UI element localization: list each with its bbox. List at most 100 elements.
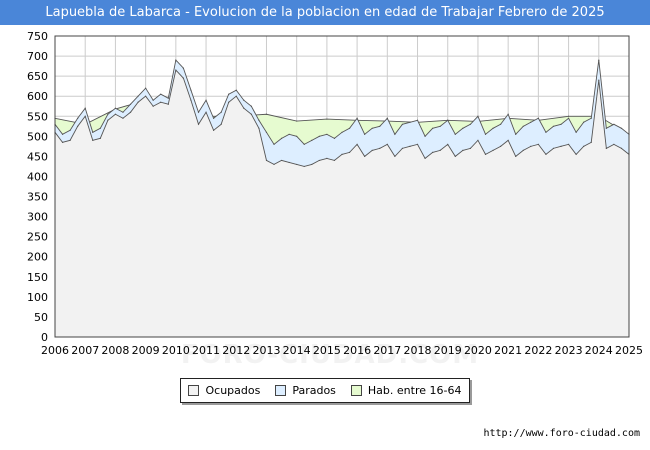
data-point-ocupados [492,149,494,151]
watermark: FORO-CIUDAD.COM [180,340,480,370]
data-point-parados [620,127,623,129]
x-tick-label: 2010 [162,344,190,357]
data-point-ocupados [462,149,464,151]
chart-title: Lapuebla de Labarca - Evolucion de la po… [0,0,650,25]
data-point-parados [432,127,434,129]
data-point-parados [137,95,139,97]
data-point-parados [129,103,132,105]
data-point-parados [356,117,358,119]
y-tick-label: 400 [27,170,48,183]
x-tick-label: 2016 [343,344,371,357]
data-point-parados [605,127,607,129]
x-tick-label: 2014 [283,344,311,357]
y-tick-label: 600 [27,90,48,103]
hab-swatch-icon [350,385,362,396]
data-point-ocupados [500,145,502,147]
data-point-parados [348,127,351,129]
data-point-parados [265,131,268,133]
data-point-parados [507,113,509,115]
data-point-ocupados [61,141,64,143]
data-point-ocupados [265,159,268,162]
x-tick-label: 2017 [373,344,401,357]
data-point-ocupados [296,163,298,166]
data-point-ocupados [175,69,177,71]
data-point-ocupados [167,103,169,105]
data-point-ocupados [213,129,215,131]
data-point-ocupados [620,147,623,149]
data-point-ocupados [522,149,524,151]
data-point-ocupados [477,139,479,141]
data-point-ocupados [145,95,147,97]
data-point-ocupados [447,143,449,145]
data-point-parados [303,143,305,145]
x-tick-label: 2020 [464,344,492,357]
data-point-parados [250,105,252,107]
x-tick-label: 2008 [101,344,129,357]
data-point-parados [401,123,404,125]
data-point-ocupados [77,125,79,127]
data-point-parados [122,111,124,113]
data-point-parados [469,123,471,125]
series-area-ocupados [55,70,629,337]
x-tick-label: 2021 [494,344,522,357]
data-point-ocupados [598,79,600,81]
data-point-parados [333,137,336,139]
data-point-parados [69,129,71,131]
data-point-ocupados [197,123,200,125]
x-tick-label: 2011 [192,344,220,357]
data-point-parados [477,115,479,117]
data-point-ocupados [575,153,577,155]
data-point-ocupados [560,145,562,147]
data-point-ocupados [114,113,117,115]
data-point-ocupados [228,101,230,103]
data-point-ocupados [137,101,139,103]
x-tick-label: 2022 [524,344,552,357]
legend-label-ocupados: Ocupados [205,384,261,397]
data-point-parados [220,111,222,113]
data-point-ocupados [439,149,441,151]
data-point-ocupados [326,157,328,160]
data-point-ocupados [424,157,426,160]
source-url: http://www.foro-ciudad.com [483,428,640,439]
data-point-parados [462,127,464,129]
data-point-ocupados [280,159,283,162]
data-point-ocupados [107,119,109,121]
data-point-parados [537,117,539,119]
data-point-ocupados [356,143,358,145]
data-point-ocupados [567,143,570,145]
data-point-hab-entre-16-64 [326,118,328,120]
data-point-parados [167,97,169,99]
data-point-parados [258,119,260,121]
data-point-parados [454,133,456,135]
data-point-parados [500,123,502,125]
y-tick-label: 0 [41,331,48,344]
data-point-parados [182,67,184,69]
data-point-ocupados [273,163,275,166]
plot-border [54,35,630,338]
data-point-parados [296,135,298,137]
data-point-parados [371,127,373,129]
data-point-parados [439,125,441,127]
legend-label-hab: Hab. entre 16-64 [367,384,462,397]
data-point-parados [583,121,585,123]
x-tick-label: 2015 [313,344,341,357]
x-tick-label: 2012 [222,344,250,357]
data-point-parados [409,121,411,123]
y-tick-label: 500 [27,130,48,143]
data-point-ocupados [590,141,592,143]
data-point-parados [522,125,524,127]
data-point-ocupados [303,165,305,168]
data-point-ocupados [583,145,585,147]
data-point-parados [235,89,237,91]
x-tick-label: 2025 [615,344,643,357]
data-point-parados [386,117,388,119]
data-point-ocupados [288,161,290,164]
data-point-ocupados [432,151,434,153]
data-point-parados [484,133,487,135]
y-tick-label: 450 [27,150,48,163]
data-point-parados [311,139,313,141]
data-point-ocupados [84,115,86,117]
data-point-parados [394,133,396,135]
x-tick-label: 2019 [434,344,462,357]
